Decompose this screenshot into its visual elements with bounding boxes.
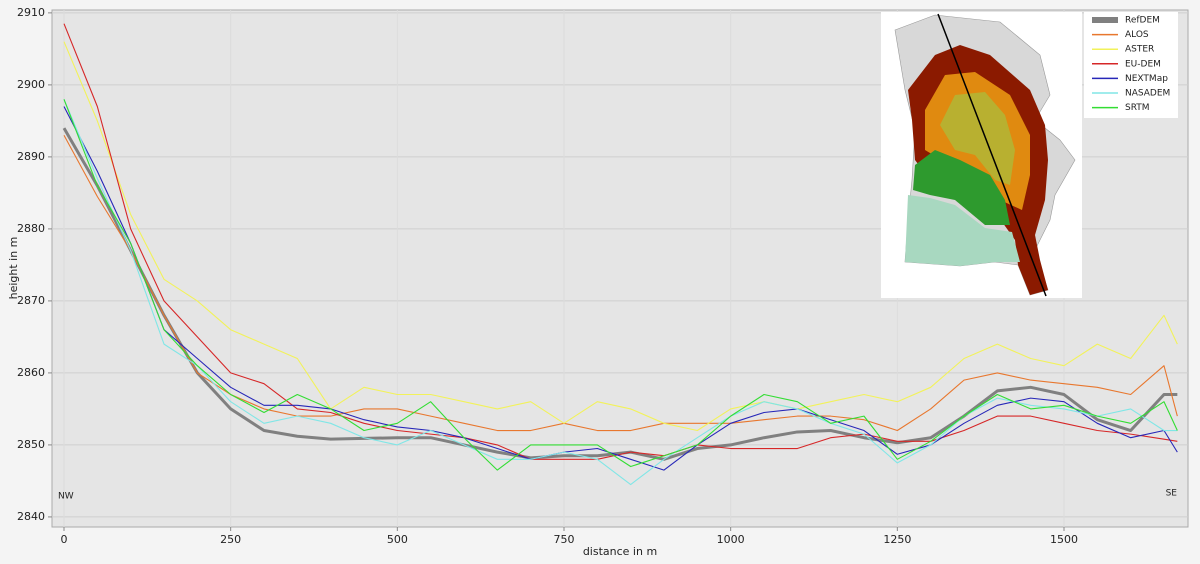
y-tick-label: 2850 xyxy=(17,438,45,451)
y-tick-label: 2900 xyxy=(17,78,45,91)
y-tick-label: 2860 xyxy=(17,366,45,379)
x-tick-label: 1000 xyxy=(717,533,745,546)
series-line xyxy=(63,23,1178,460)
y-tick-label: 2880 xyxy=(17,222,45,235)
x-axis-label: distance in m xyxy=(583,545,657,558)
annotation: SE xyxy=(1166,489,1178,499)
series-line xyxy=(63,135,1178,432)
x-tick-label: 0 xyxy=(61,533,68,546)
legend-label: ALOS xyxy=(1125,30,1149,40)
annotation: NW xyxy=(58,492,74,502)
x-tick-label: 750 xyxy=(554,533,575,546)
x-tick-label: 250 xyxy=(220,533,241,546)
y-axis-label: height in m xyxy=(7,237,20,300)
legend-label: SRTM xyxy=(1125,103,1150,113)
legend-label: EU-DEM xyxy=(1125,59,1161,69)
x-tick-label: 500 xyxy=(387,533,408,546)
x-tick-label: 1250 xyxy=(883,533,911,546)
y-tick-label: 2840 xyxy=(17,510,45,523)
y-tick-label: 2910 xyxy=(17,6,45,19)
legend-label: NEXTMap xyxy=(1125,74,1168,84)
x-tick-label: 1500 xyxy=(1050,533,1078,546)
legend-label: NASADEM xyxy=(1125,89,1170,99)
legend-label: ASTER xyxy=(1125,45,1154,55)
legend: RefDEM ALOS ASTER EU-DEM NEXTMap NASADEM SRTM xyxy=(1084,12,1178,118)
inset-map xyxy=(881,12,1082,298)
series-line xyxy=(63,106,1178,471)
series-line xyxy=(63,99,1178,471)
series-line xyxy=(63,99,1178,486)
legend-label: RefDEM xyxy=(1125,16,1160,26)
y-tick-label: 2870 xyxy=(17,294,45,307)
y-tick-label: 2890 xyxy=(17,150,45,163)
series-line xyxy=(63,41,1178,432)
